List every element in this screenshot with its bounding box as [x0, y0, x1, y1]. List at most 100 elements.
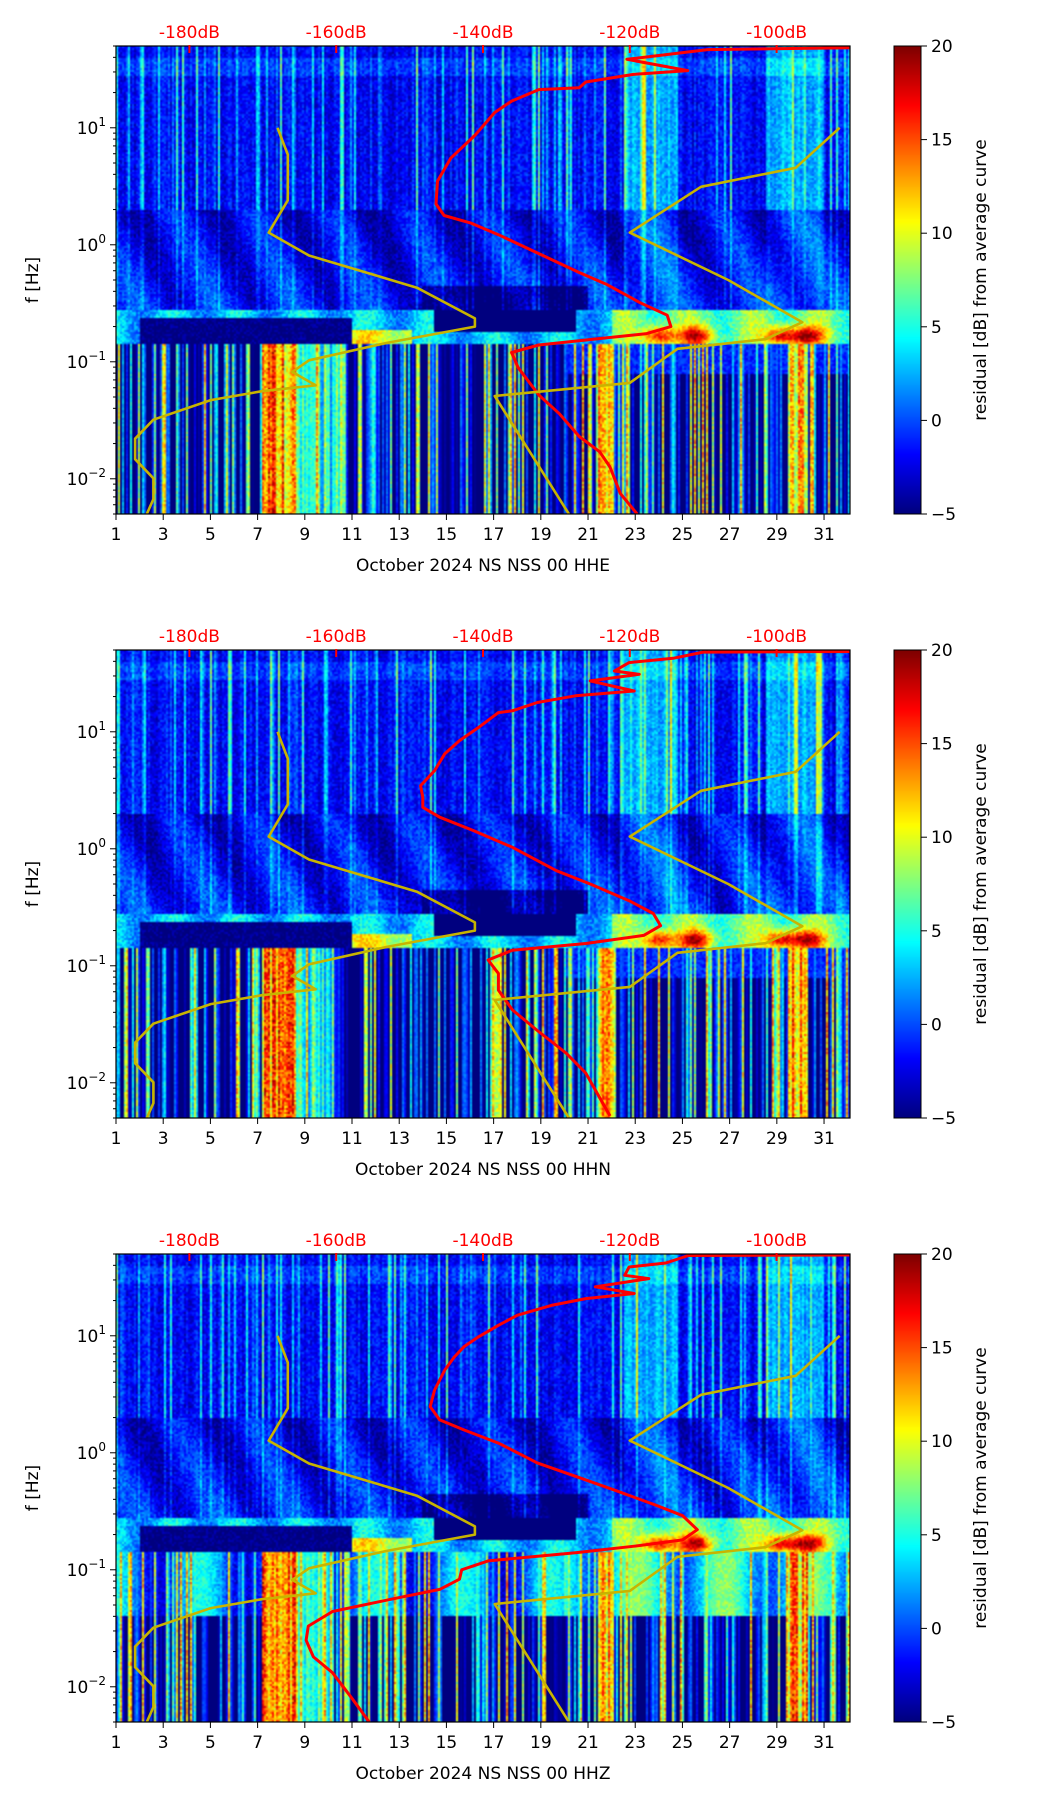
x-tick-label: 3: [158, 1129, 169, 1149]
colorbar-label: residual [dB] from average curve: [971, 139, 991, 420]
y-tick-label: 10−2: [67, 1674, 106, 1698]
average-psd-curve: [419, 650, 850, 1117]
db-tick-label: -160dB: [306, 1231, 367, 1251]
low-noise-model-curve: [133, 1335, 477, 1722]
colorbar-tick-label: −5: [931, 1109, 956, 1129]
x-tick-label: 25: [672, 525, 694, 545]
db-tick-label: -140dB: [452, 1231, 513, 1251]
x-tick-label: 15: [436, 1129, 458, 1149]
x-axis-label: October 2024 NS NSS 00 HHZ: [356, 1764, 611, 1784]
x-tick-label: 15: [436, 525, 458, 545]
db-tick-label: -160dB: [306, 627, 367, 647]
colorbar-tick-label: 5: [931, 1526, 942, 1546]
colorbar-tick-label: 5: [931, 318, 942, 338]
colorbar-tick-label: 15: [931, 1339, 953, 1359]
y-tick-exponent: 0: [98, 836, 106, 850]
y-tick-base: 10: [67, 957, 89, 977]
colorbar-tick-label: 15: [931, 735, 953, 755]
x-tick-label: 21: [577, 525, 599, 545]
y-tick-base: 10: [67, 353, 89, 373]
plot-frame: [115, 649, 851, 1119]
x-tick-label: 17: [483, 1733, 505, 1753]
y-tick-label: 100: [77, 1440, 106, 1464]
db-tick-label: -180dB: [159, 627, 220, 647]
colorbar-tick-label: 5: [931, 922, 942, 942]
db-tick-label: -100dB: [746, 23, 807, 43]
plot-frame: [115, 45, 851, 515]
x-tick-label: 9: [299, 525, 310, 545]
y-tick-label: 101: [77, 115, 106, 139]
y-tick-base: 10: [67, 1074, 89, 1094]
x-tick-label: 7: [252, 525, 263, 545]
y-axis-label: f [Hz]: [23, 1465, 43, 1511]
colorbar-tick-label: 0: [931, 1619, 942, 1639]
x-tick-label: 3: [158, 525, 169, 545]
x-tick-label: 5: [205, 525, 216, 545]
y-tick-label: 100: [77, 836, 106, 860]
y-tick-label: 10−2: [67, 466, 106, 490]
x-tick-label: 13: [388, 1129, 410, 1149]
average-psd-curve: [304, 1254, 850, 1722]
db-tick-label: -180dB: [159, 1231, 220, 1251]
colorbar-tick-label: 10: [931, 828, 953, 848]
y-tick-base: 10: [67, 1678, 89, 1698]
colorbar-tick-label: 0: [931, 1015, 942, 1035]
y-tick-base: 10: [67, 470, 89, 490]
db-tick-label: -100dB: [746, 1231, 807, 1251]
colorbar-tick-label: 0: [931, 411, 942, 431]
y-tick-label: 10−1: [67, 349, 106, 373]
y-tick-base: 10: [77, 1327, 99, 1347]
db-tick-label: -160dB: [306, 23, 367, 43]
x-tick-label: 11: [341, 1129, 363, 1149]
y-tick-label: 101: [77, 719, 106, 743]
x-tick-label: 5: [205, 1129, 216, 1149]
x-tick-label: 21: [577, 1129, 599, 1149]
y-tick-exponent: −2: [88, 466, 106, 480]
y-tick-exponent: 1: [98, 1323, 106, 1337]
x-tick-label: 23: [624, 1129, 646, 1149]
x-tick-label: 15: [436, 1733, 458, 1753]
x-tick-label: 5: [205, 1733, 216, 1753]
x-tick-label: 21: [577, 1733, 599, 1753]
y-tick-label: 10−1: [67, 1557, 106, 1581]
x-axis-label: October 2024 NS NSS 00 HHE: [356, 556, 610, 576]
x-tick-label: 9: [299, 1733, 310, 1753]
y-axis-label: f [Hz]: [23, 861, 43, 907]
y-tick-label: 10−2: [67, 1070, 106, 1094]
x-tick-label: 7: [252, 1733, 263, 1753]
colorbar-tick-label: 20: [931, 37, 953, 57]
y-tick-exponent: 1: [98, 719, 106, 733]
x-tick-label: 11: [341, 1733, 363, 1753]
x-tick-label: 1: [111, 1733, 122, 1753]
y-tick-exponent: 1: [98, 115, 106, 129]
x-tick-label: 27: [719, 525, 741, 545]
high-noise-model-curve: [493, 1334, 841, 1722]
colorbar-tick-label: −5: [931, 1713, 956, 1733]
x-tick-label: 29: [766, 525, 788, 545]
db-tick-label: -100dB: [746, 627, 807, 647]
y-tick-exponent: −1: [88, 349, 106, 363]
db-tick-label: -140dB: [452, 627, 513, 647]
x-tick-label: 19: [530, 525, 552, 545]
db-tick-label: -120dB: [599, 1231, 660, 1251]
colorbar-label: residual [dB] from average curve: [971, 1347, 991, 1628]
x-tick-label: 29: [766, 1129, 788, 1149]
x-tick-label: 19: [530, 1129, 552, 1149]
x-tick-label: 31: [813, 1733, 835, 1753]
x-tick-label: 25: [672, 1733, 694, 1753]
x-tick-label: 13: [388, 1733, 410, 1753]
y-tick-base: 10: [77, 723, 99, 743]
x-tick-label: 11: [341, 525, 363, 545]
x-tick-label: 31: [813, 1129, 835, 1149]
x-tick-label: 1: [111, 1129, 122, 1149]
x-tick-label: 3: [158, 1733, 169, 1753]
y-tick-base: 10: [67, 1561, 89, 1581]
y-tick-base: 10: [77, 119, 99, 139]
x-tick-label: 7: [252, 1129, 263, 1149]
x-tick-label: 17: [483, 525, 505, 545]
colorbar-frame: [893, 1253, 922, 1723]
